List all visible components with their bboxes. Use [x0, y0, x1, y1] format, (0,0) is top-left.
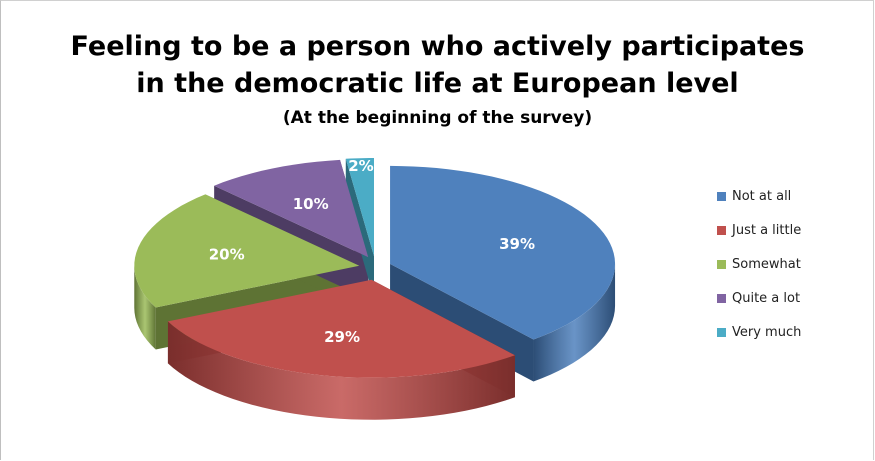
- pie-data-label-4: 2%: [348, 157, 373, 175]
- legend-label: Just a little: [732, 222, 802, 238]
- chart-subtitle: (At the beginning of the survey): [282, 108, 593, 128]
- pie-radial-wall-4-0: [345, 158, 374, 299]
- pie-top-faces: [134, 158, 616, 378]
- legend-swatch: [717, 259, 726, 269]
- pie-slice-1: [167, 279, 515, 378]
- legend-label: Not at all: [732, 188, 792, 204]
- pie-outer-wall-1-0: [167, 321, 515, 420]
- legend-label: Quite a lot: [732, 290, 801, 306]
- chart-legend: Not at all Just a little Somewhat Quite …: [717, 179, 801, 349]
- pie-data-label-1: 29%: [324, 328, 360, 346]
- chart-title-line-1: Feeling to be a person who actively part…: [70, 31, 805, 62]
- pie-data-label-3: 10%: [293, 195, 329, 213]
- legend-item-very-much: Very much: [717, 315, 801, 349]
- legend-swatch: [717, 225, 726, 235]
- chart-title-line-2: in the democratic life at European level: [136, 68, 739, 99]
- pie-data-label-0: 39%: [499, 235, 535, 253]
- pie-slice-0: [390, 165, 616, 340]
- legend-item-just-a-little: Just a little: [717, 213, 801, 247]
- pie-slice-4: [345, 158, 374, 257]
- chart-title-block: Feeling to be a person who actively part…: [0, 28, 875, 132]
- legend-item-quite-a-lot: Quite a lot: [717, 281, 801, 315]
- pie-data-labels: 39% 29% 20% 10% 2%: [209, 157, 535, 346]
- legend-swatch: [717, 293, 726, 303]
- pie-outer-wall-0-0: [533, 263, 616, 382]
- pie-data-label-2: 20%: [209, 246, 245, 264]
- legend-label: Very much: [732, 324, 802, 340]
- pie-outer-wall-2-0: [134, 265, 156, 350]
- pie-slice-2: [134, 194, 360, 308]
- legend-swatch: [717, 191, 726, 201]
- legend-swatch: [717, 327, 726, 337]
- legend-label: Somewhat: [732, 256, 801, 272]
- pie-slice-3: [214, 159, 369, 258]
- legend-item-not-at-all: Not at all: [717, 179, 801, 213]
- legend-item-somewhat: Somewhat: [717, 247, 801, 281]
